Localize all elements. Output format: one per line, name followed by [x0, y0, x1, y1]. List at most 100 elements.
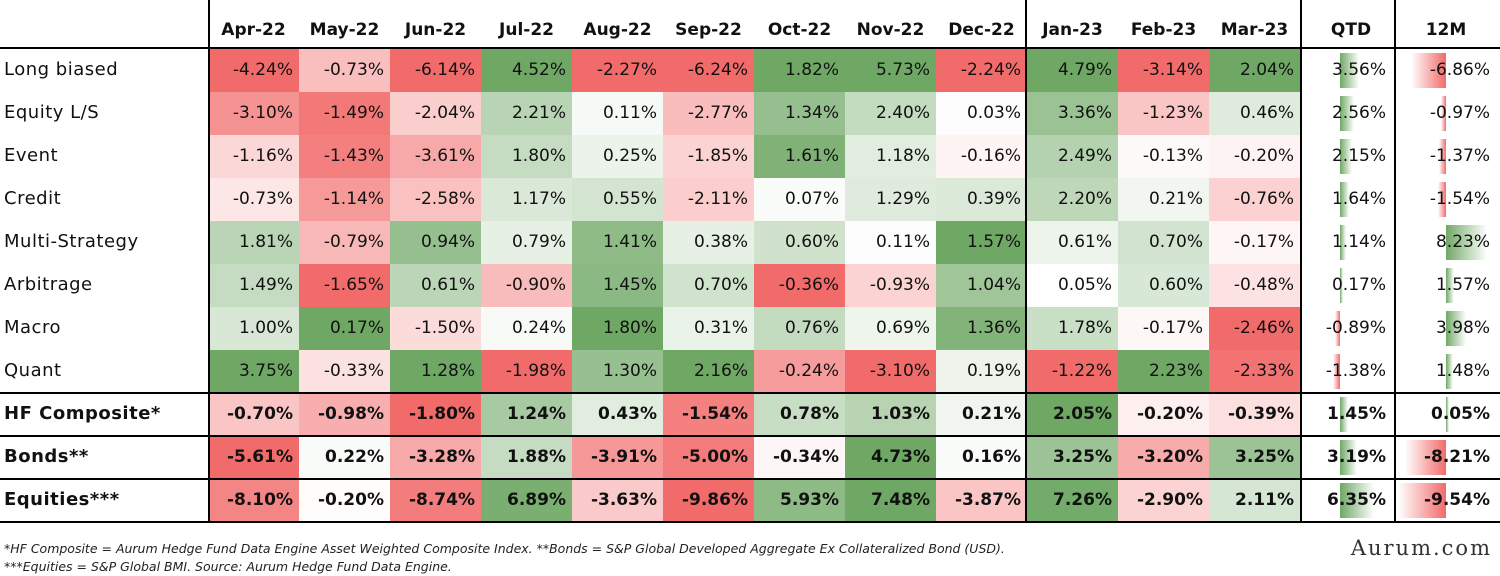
heatmap-cell: 1.45%: [572, 264, 663, 307]
column-header: May-22: [309, 20, 380, 40]
heatmap-cell: -2.77%: [663, 92, 754, 135]
heatmap-cell: 1.49%: [208, 264, 299, 307]
heatmap-cell: -0.48%: [1209, 264, 1300, 307]
column-header: Jul-22: [499, 20, 554, 40]
heatmap-cell: -3.87%: [936, 479, 1027, 522]
heatmap-cell: 0.60%: [754, 221, 845, 264]
heatmap-cell: 0.21%: [1118, 178, 1209, 221]
brand-logo: Aurum.com: [1351, 536, 1492, 560]
m12-value: 3.98%: [1435, 318, 1490, 338]
grid-horizontal-line: [0, 521, 1500, 523]
heatmap-cell: -6.24%: [663, 49, 754, 92]
heatmap-cell: 2.40%: [845, 92, 936, 135]
heatmap-cell: -0.33%: [299, 350, 390, 393]
qtd-value: 3.56%: [1331, 60, 1386, 80]
m12-value: 1.57%: [1435, 275, 1490, 295]
row-label: Macro: [4, 317, 61, 338]
grid-vertical-line: [208, 0, 210, 522]
heatmap-cell: -5.61%: [208, 436, 299, 479]
heatmap-cell: -6.14%: [390, 49, 481, 92]
heatmap-cell: -0.34%: [754, 436, 845, 479]
m12-data-bar: [1446, 354, 1453, 389]
column-header: Sep-22: [675, 20, 742, 40]
m12-value: 1.48%: [1435, 361, 1490, 381]
heatmap-cell: 0.05%: [1027, 264, 1118, 307]
heatmap-cell: 0.61%: [1027, 221, 1118, 264]
grid-vertical-line: [1025, 0, 1027, 522]
heatmap-cell: 0.03%: [936, 92, 1027, 135]
m12-value: -6.86%: [1429, 60, 1490, 80]
heatmap-cell: -0.79%: [299, 221, 390, 264]
heatmap-cell: 1.00%: [208, 307, 299, 350]
qtd-value: 1.45%: [1327, 404, 1386, 424]
heatmap-cell: 2.20%: [1027, 178, 1118, 221]
row-label: Long biased: [4, 59, 119, 80]
heatmap-cell: -9.86%: [663, 479, 754, 522]
heatmap-cell: 0.70%: [1118, 221, 1209, 264]
qtd-data-bar: [1335, 311, 1340, 346]
qtd-data-bar: [1333, 354, 1340, 389]
heatmap-cell: -3.10%: [845, 350, 936, 393]
heatmap-cell: -1.23%: [1118, 92, 1209, 135]
heatmap-cell: 2.16%: [663, 350, 754, 393]
heatmap-cell: -0.76%: [1209, 178, 1300, 221]
heatmap-cell: -1.65%: [299, 264, 390, 307]
qtd-value: 6.35%: [1327, 490, 1386, 510]
qtd-value: -0.89%: [1325, 318, 1386, 338]
heatmap-cell: 1.34%: [754, 92, 845, 135]
qtd-data-bar: [1340, 139, 1352, 174]
heatmap-cell: 0.78%: [754, 393, 845, 436]
heatmap-cell: -3.20%: [1118, 436, 1209, 479]
heatmap-cell: -2.33%: [1209, 350, 1300, 393]
heatmap-cell: -1.85%: [663, 135, 754, 178]
heatmap-cell: -1.14%: [299, 178, 390, 221]
column-header: Jan-23: [1042, 20, 1103, 40]
footnote-line-1: *HF Composite = Aurum Hedge Fund Data En…: [4, 541, 1005, 556]
heatmap-cell: 3.25%: [1027, 436, 1118, 479]
heatmap-cell: 1.04%: [936, 264, 1027, 307]
heatmap-cell: 0.60%: [1118, 264, 1209, 307]
column-header: Mar-23: [1220, 20, 1289, 40]
heatmap-cell: -1.80%: [390, 393, 481, 436]
row-label: Bonds**: [4, 446, 89, 467]
heatmap-cell: 0.25%: [572, 135, 663, 178]
row-label: HF Composite*: [4, 403, 161, 424]
heatmap-cell: -0.73%: [208, 178, 299, 221]
heatmap-cell: 1.03%: [845, 393, 936, 436]
heatmap-cell: 0.79%: [481, 221, 572, 264]
heatmap-cell: 2.11%: [1209, 479, 1300, 522]
qtd-data-bar: [1340, 53, 1359, 88]
heatmap-cell: 2.04%: [1209, 49, 1300, 92]
heatmap-cell: 1.80%: [481, 135, 572, 178]
m12-value: -0.97%: [1429, 103, 1490, 123]
row-label: Quant: [4, 360, 62, 381]
heatmap-cell: 0.21%: [936, 393, 1027, 436]
row-label: Credit: [4, 188, 62, 209]
m12-value: -8.21%: [1423, 447, 1490, 467]
m12-data-bar: [1438, 182, 1446, 217]
heatmap-cell: 7.26%: [1027, 479, 1118, 522]
heatmap-cell: 1.36%: [936, 307, 1027, 350]
heatmap-cell: 1.24%: [481, 393, 572, 436]
qtd-data-bar: [1340, 483, 1374, 518]
grid-vertical-line: [1300, 0, 1302, 522]
heatmap-cell: 1.28%: [390, 350, 481, 393]
heatmap-cell: 6.89%: [481, 479, 572, 522]
heatmap-cell: -0.39%: [1209, 393, 1300, 436]
heatmap-cell: -3.10%: [208, 92, 299, 135]
m12-value: 0.05%: [1431, 404, 1490, 424]
qtd-data-bar: [1340, 397, 1348, 432]
heatmap-cell: 1.30%: [572, 350, 663, 393]
heatmap-cell: 0.11%: [845, 221, 936, 264]
heatmap-cell: -3.91%: [572, 436, 663, 479]
heatmap-cell: -0.16%: [936, 135, 1027, 178]
heatmap-cell: -2.90%: [1118, 479, 1209, 522]
m12-data-bar: [1439, 139, 1446, 174]
heatmap-cell: -2.04%: [390, 92, 481, 135]
heatmap-cell: 1.82%: [754, 49, 845, 92]
heatmap-cell: 1.41%: [572, 221, 663, 264]
heatmap-cell: 0.38%: [663, 221, 754, 264]
heatmap-cell: -1.50%: [390, 307, 481, 350]
summary-column-header: QTD: [1330, 20, 1372, 40]
column-header: Oct-22: [767, 20, 832, 40]
